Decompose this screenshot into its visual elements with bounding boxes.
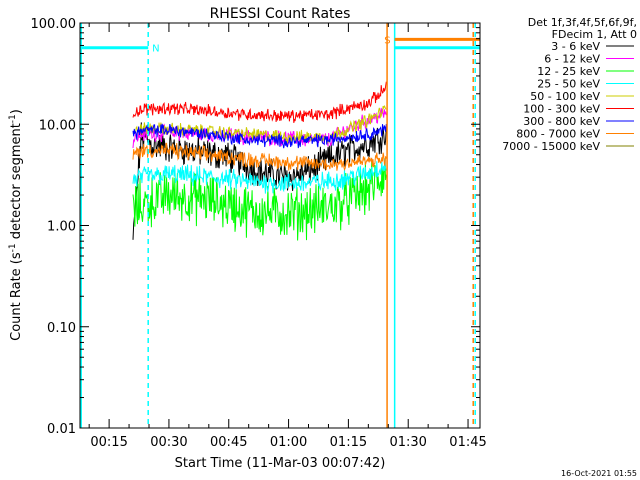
y-axis-label: Count Rate (s-1 detector segment-1) <box>8 109 24 341</box>
timestamp-footer: 16-Oct-2021 01:55 <box>561 469 637 478</box>
x-axis-label: Start Time (11-Mar-03 00:07:42) <box>175 456 386 471</box>
legend-label: 12 - 25 keV <box>537 65 600 78</box>
series-line <box>132 142 387 172</box>
legend-label: 300 - 800 keV <box>523 115 600 128</box>
legend-header: FDecim 1, Att 0 <box>552 28 637 41</box>
axis-ticks-group: 100.00 10.00 1.00 0.10 0.01 00:15 00:30 00:45 01… <box>31 17 487 450</box>
x-tick-label: 00:15 <box>90 435 127 450</box>
y-tick-label: 0.10 <box>47 321 76 336</box>
legend-label: 25 - 50 keV <box>537 78 600 91</box>
flag-label: S <box>384 35 390 46</box>
x-tick-label: 01:15 <box>330 435 367 450</box>
legend-label: 6 - 12 keV <box>544 53 600 66</box>
legend-label: 7000 - 15000 keV <box>502 140 600 153</box>
y-tick-label: 0.01 <box>47 422 76 437</box>
series-line <box>132 161 387 241</box>
legend-label: 800 - 7000 keV <box>516 128 600 141</box>
legend-label: 50 - 100 keV <box>530 90 600 103</box>
plot-series-group <box>132 81 387 241</box>
series-line <box>132 122 387 240</box>
chart-title: RHESSI Count Rates <box>210 6 351 22</box>
x-tick-label: 00:45 <box>210 435 247 450</box>
legend: Det 1f,3f,4f,5f,6f,9f,FDecim 1, Att 03 -… <box>502 16 637 153</box>
y-tick-label: 100.00 <box>31 17 77 32</box>
series-line <box>132 123 387 149</box>
y-tick-label: 10.00 <box>39 118 76 133</box>
series-line <box>132 81 387 123</box>
legend-header: Det 1f,3f,4f,5f,6f,9f, <box>528 16 637 29</box>
legend-label: 3 - 6 keV <box>551 40 600 53</box>
x-tick-label: 00:30 <box>150 435 187 450</box>
y-tick-label: 1.00 <box>47 220 76 235</box>
flag-label: N <box>152 44 159 55</box>
x-tick-label: 01:45 <box>449 435 486 450</box>
legend-label: 100 - 300 keV <box>523 103 600 116</box>
series-line <box>132 158 387 194</box>
x-tick-label: 01:30 <box>389 435 426 450</box>
x-tick-label: 01:00 <box>270 435 307 450</box>
